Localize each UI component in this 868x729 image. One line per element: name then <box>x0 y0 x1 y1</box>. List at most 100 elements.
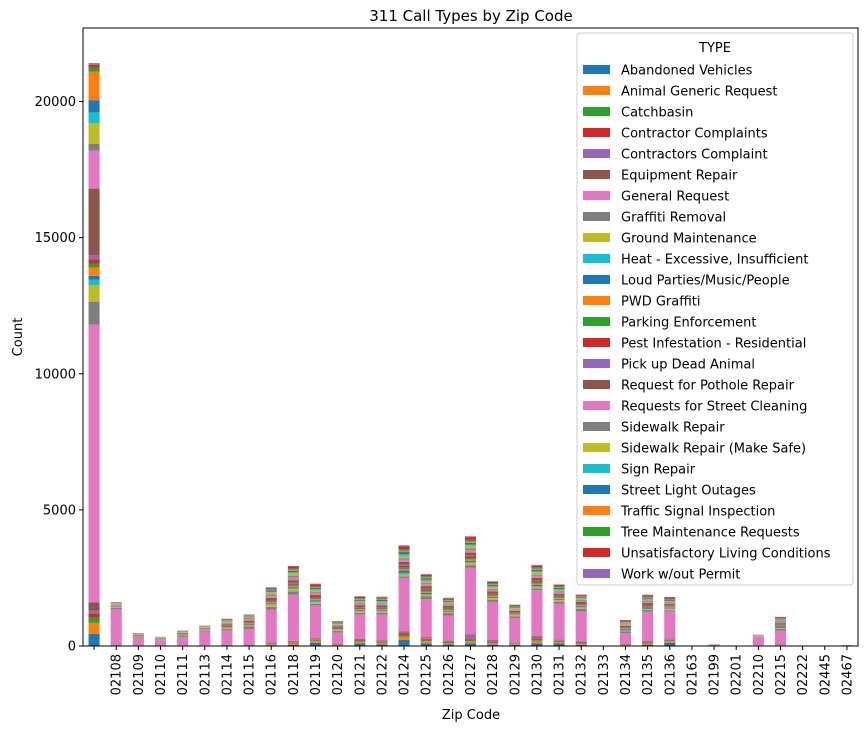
bar-segment <box>221 623 233 625</box>
bar-segment <box>664 641 676 643</box>
bar-segment <box>398 554 410 556</box>
bar-segment <box>309 640 322 643</box>
bar-segment <box>553 639 565 640</box>
bar-segment <box>531 586 543 587</box>
bar-segment <box>243 622 255 624</box>
legend-title: TYPE <box>698 41 731 56</box>
y-tick-label: 5000 <box>43 503 76 518</box>
legend-label: Contractor Complaints <box>621 127 768 142</box>
bar-segment <box>287 570 299 573</box>
bar-segment <box>265 603 277 605</box>
bar-segment <box>664 607 676 609</box>
bar-segment <box>354 611 366 612</box>
bar-segment <box>132 635 144 637</box>
bar-segment <box>509 613 521 615</box>
bar-segment <box>774 618 787 620</box>
bar-segment <box>88 255 100 260</box>
x-tick-label: 02128 <box>486 654 501 695</box>
bar-segment <box>110 607 122 610</box>
bar-segment <box>553 640 565 642</box>
legend-label: General Request <box>621 190 729 205</box>
bar-segment <box>88 259 100 264</box>
bar-segment <box>354 610 366 612</box>
bar-segment <box>464 545 477 549</box>
bar-segment <box>442 640 454 642</box>
bar-segment <box>287 568 299 570</box>
bar-segment <box>642 605 654 607</box>
bar-segment <box>420 580 432 584</box>
bar-segment <box>464 549 477 553</box>
bar-segment <box>243 629 255 645</box>
bar-segment <box>553 643 565 646</box>
bar-segment <box>88 67 100 72</box>
bar-segment <box>309 602 322 604</box>
bar-segment <box>332 628 344 630</box>
bar-segment <box>265 590 277 592</box>
legend-swatch <box>583 254 610 263</box>
bar-segment <box>619 622 632 624</box>
bar-segment <box>376 603 388 605</box>
bar-segment <box>509 604 521 606</box>
bar-segment <box>752 637 764 646</box>
bar-segment <box>287 569 299 571</box>
bar-segment <box>487 595 499 597</box>
bar-segment <box>774 621 787 623</box>
y-axis: 0 5000 10000 15000 20000 <box>35 95 83 655</box>
bar-segment <box>88 633 100 646</box>
bar-segment <box>354 600 366 602</box>
bar-segment <box>265 587 277 589</box>
legend-swatch <box>583 317 610 326</box>
bar-segment <box>774 626 787 628</box>
legend-swatch <box>583 170 610 179</box>
bar-segment <box>265 600 277 602</box>
bar-segment <box>243 614 255 616</box>
bar-segment <box>531 569 543 572</box>
bar-segment <box>442 604 454 605</box>
bar-segment <box>664 611 676 639</box>
bar-segment <box>398 578 410 632</box>
bar-segment <box>398 561 410 565</box>
x-tick-label: 02114 <box>220 654 235 695</box>
bar-segment <box>509 644 521 645</box>
bar-segment <box>221 620 233 622</box>
bar-segment <box>619 623 632 624</box>
bar-segment <box>642 601 654 603</box>
legend-label: Unsatisfactory Living Conditions <box>621 547 831 562</box>
bar-segment <box>221 619 233 620</box>
bar-segment <box>774 623 787 625</box>
legend-swatch <box>583 527 610 536</box>
bar-segment <box>664 608 676 610</box>
bar-segment <box>531 588 543 591</box>
bar-segment <box>243 616 255 617</box>
bar-segment <box>642 604 654 606</box>
bar-segment <box>376 607 388 609</box>
bar-segment <box>287 565 299 567</box>
bar-segment <box>420 638 432 640</box>
legend: TYPE Abandoned Vehicles Animal Generic Re… <box>576 32 854 586</box>
bar-segment <box>88 279 100 286</box>
bar-segment <box>531 586 543 589</box>
bar-segment <box>398 632 410 634</box>
bar-segment <box>132 637 144 639</box>
bar-segment <box>243 623 255 625</box>
bar-segment <box>287 640 299 642</box>
legend-swatch <box>583 422 610 431</box>
bar-segment <box>553 588 565 590</box>
bar-segment <box>464 548 477 550</box>
bar-segment <box>531 568 543 570</box>
x-tick-label: 02110 <box>154 654 169 695</box>
bar-segment <box>531 639 543 641</box>
bar-segment <box>487 643 499 645</box>
bar-segment <box>287 583 299 585</box>
bar-segment <box>509 606 521 608</box>
bar-segment <box>88 285 100 302</box>
bar-segment <box>774 620 787 622</box>
x-tick-label: 02210 <box>752 654 767 695</box>
bar-segment <box>664 639 676 641</box>
bar-segment <box>531 575 543 578</box>
bar-segment <box>309 591 322 593</box>
bar-segment <box>575 597 587 599</box>
bar-segment <box>243 615 255 616</box>
bar-segment <box>309 587 322 589</box>
bar-segment <box>642 605 654 606</box>
